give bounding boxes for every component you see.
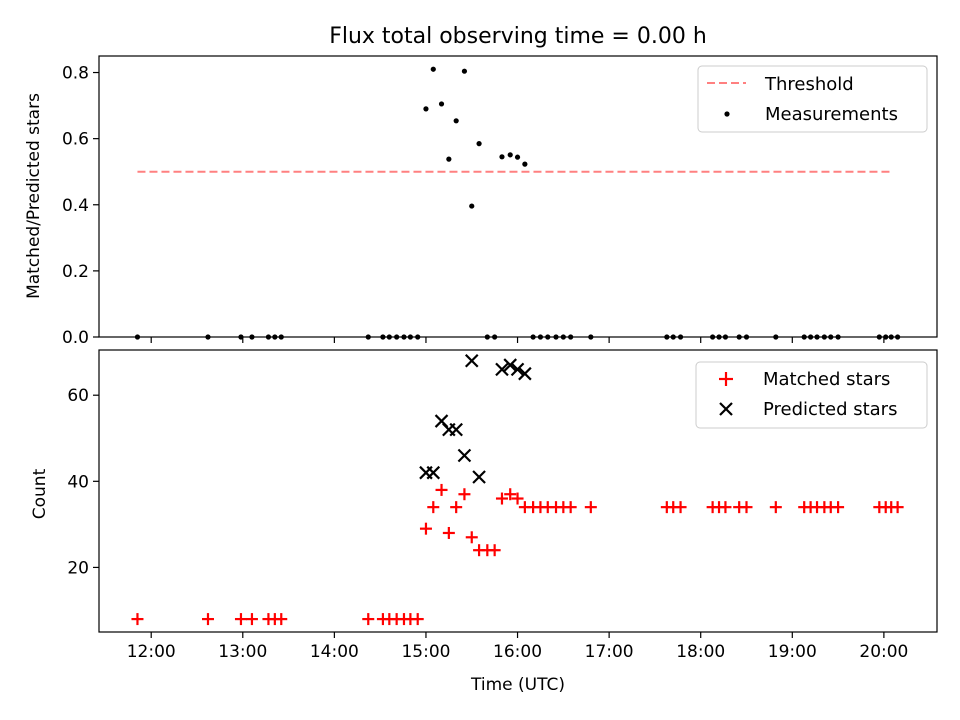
count-panel: 20 40 60 12:00 13:00 14:00 15:00 16:00 17:00 18:… [30,349,938,695]
matched-stars-point [511,492,524,505]
count-x-tick-label: 20:00 [859,642,908,662]
matched-stars-point [435,483,448,496]
measurements-point [499,154,505,160]
predicted-stars-legend-label: Predicted stars [763,399,897,420]
measurements-point [476,141,482,147]
matched-stars-point [234,613,247,626]
matched-stars-point [504,488,517,501]
count-y-tick-label: 60 [67,386,89,406]
measurements-point [430,66,436,72]
count-x-tick-label: 17:00 [585,642,634,662]
matched-stars-point [362,613,375,626]
count-x-tick-label: 19:00 [768,642,817,662]
count-y-tick-label: 40 [67,472,89,492]
matched-stars-point [584,501,597,514]
predicted-stars-point [426,465,441,480]
matched-stars-point [427,501,440,514]
matched-stars-point [442,526,455,539]
matched-stars-legend-swatch [719,372,733,386]
matched-stars-point [769,501,782,514]
matched-stars-legend-label: Matched stars [763,369,890,390]
matched-stars-point [411,613,424,626]
matched-stars-point [832,501,845,514]
count-x-tick-label: 18:00 [676,642,725,662]
matched-stars-point [275,613,288,626]
matched-stars-point [465,531,478,544]
ratio-y-axis-label: Matched/Predicted stars [24,93,44,299]
matched-stars-point [245,613,258,626]
count-legend-frame [695,361,928,429]
measurements-point [514,154,521,160]
predicted-stars-point [518,366,532,381]
ratio-y-tick-label: 0.6 [62,130,89,150]
ratio-y-tick-label: 0.2 [62,262,89,282]
count-x-tick-label: 13:00 [218,642,267,662]
measurements-point [446,156,452,162]
ratio-x-axis [150,337,885,343]
threshold-legend-label: Threshold [764,74,854,95]
predicted-stars-point [510,362,525,377]
predicted-stars-point [503,358,517,372]
measurements-point [461,68,468,74]
measurements-point [453,118,459,124]
ratio-y-tick-label: 0.8 [62,64,89,84]
measurements-point [522,161,528,167]
matched-stars-point [740,501,753,514]
count-plot-area [131,353,904,626]
ratio-legend-frame [697,65,928,133]
predicted-stars-legend-swatch [719,402,733,416]
matched-stars-point [458,488,471,501]
ratio-y-axis: 0.0 0.2 0.4 0.6 0.8 [62,64,99,348]
count-x-axis-label: Time (UTC) [470,675,565,695]
matched-stars-point [564,501,577,514]
matched-stars-point [891,501,904,514]
matched-stars-point [719,501,732,514]
count-x-tick-label: 12:00 [127,642,176,662]
matched-stars-point [674,501,687,514]
predicted-stars-point [495,362,509,377]
ratio-y-tick-label: 0.0 [62,328,89,348]
measurements-point [438,101,445,107]
matched-stars-point [131,613,144,626]
measurements-point [469,203,475,209]
count-x-tick-label: 14:00 [310,642,359,662]
measurements-point [423,106,429,112]
predicted-stars-point [457,448,472,463]
matched-stars-point [201,613,214,626]
count-x-axis: 12:00 13:00 14:00 15:00 16:00 17:00 18:00 19:00… [127,632,908,662]
count-y-axis: 20 40 60 [67,386,99,578]
count-x-tick-label: 15:00 [401,642,450,662]
count-x-tick-label: 16:00 [493,642,542,662]
matched-stars-point [488,544,501,557]
count-y-tick-label: 20 [67,558,89,578]
predicted-stars-point [449,422,463,437]
ratio-panel: 0.00.20.40.60.8 Matched/Predicted stars … [24,55,938,348]
measurements-legend-swatch [724,111,730,117]
ratio-y-tick-label: 0.4 [62,196,89,216]
matched-stars-point [450,501,463,514]
count-y-axis-label: Count [30,468,50,519]
measurements-legend-label: Measurements [765,104,898,125]
measurements-point [507,152,513,158]
ratio-legend: Threshold Measurements [697,65,928,133]
predicted-stars-point [464,353,479,368]
predicted-stars-point [472,470,486,484]
count-legend: Matched stars Predicted stars [695,361,928,429]
figure-title: Flux total observing time = 0.00 h [329,24,707,49]
matched-stars-point [419,522,432,535]
matched-stars-point [495,492,508,505]
